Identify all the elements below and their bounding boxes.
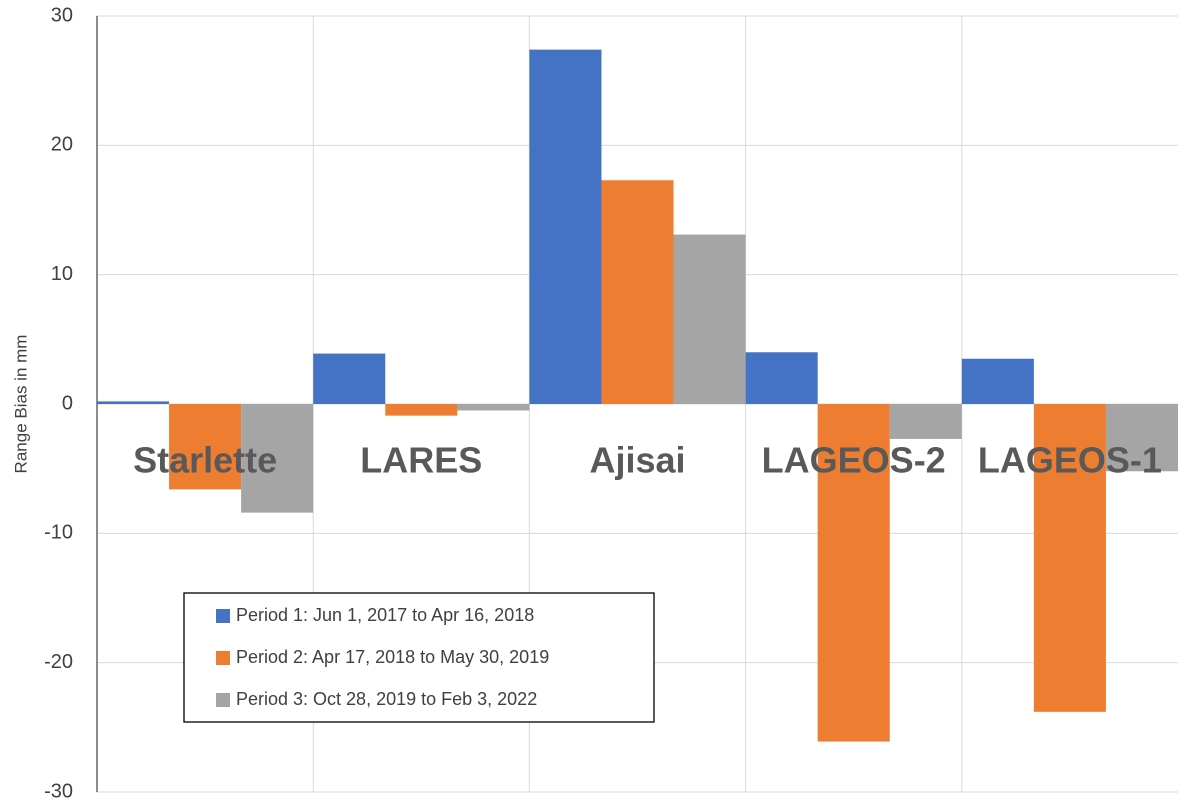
- legend-swatch: [216, 651, 230, 665]
- category-label: Starlette: [133, 440, 277, 481]
- y-tick-label: 0: [62, 392, 73, 414]
- y-tick-label: 30: [51, 4, 73, 26]
- legend-label: Period 1: Jun 1, 2017 to Apr 16, 2018: [236, 605, 534, 625]
- category-label: LARES: [360, 440, 482, 481]
- category-label: LAGEOS-1: [978, 440, 1162, 481]
- bar: [313, 353, 386, 404]
- bar: [889, 404, 962, 439]
- legend-label: Period 2: Apr 17, 2018 to May 30, 2019: [236, 647, 549, 667]
- legend-label: Period 3: Oct 28, 2019 to Feb 3, 2022: [236, 689, 537, 709]
- y-axis-label: Range Bias in mm: [11, 335, 30, 474]
- bar: [241, 404, 314, 513]
- bar: [745, 352, 818, 404]
- bar: [457, 404, 530, 411]
- bar: [1105, 404, 1178, 472]
- legend-swatch: [216, 693, 230, 707]
- bar: [97, 401, 170, 404]
- legend-box: [183, 592, 655, 723]
- bar: [673, 234, 746, 404]
- legend: Period 1: Jun 1, 2017 to Apr 16, 2018 Per…: [183, 592, 655, 723]
- bar: [529, 49, 602, 404]
- category-label: Ajisai: [589, 440, 685, 481]
- y-tick-label: -20: [44, 651, 73, 673]
- y-tick-label: 10: [51, 263, 73, 285]
- category-label: LAGEOS-2: [762, 440, 946, 481]
- bar: [1033, 404, 1106, 712]
- y-tick-label: -10: [44, 522, 73, 544]
- y-tick-label: 20: [51, 134, 73, 156]
- bar: [961, 358, 1034, 404]
- y-tick-label: -30: [44, 780, 73, 802]
- bar: [817, 404, 890, 742]
- bar: [601, 180, 674, 404]
- bar: [385, 404, 458, 416]
- legend-swatch: [216, 609, 230, 623]
- bar: [169, 404, 242, 490]
